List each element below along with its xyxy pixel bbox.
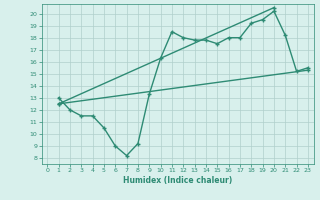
X-axis label: Humidex (Indice chaleur): Humidex (Indice chaleur): [123, 176, 232, 185]
